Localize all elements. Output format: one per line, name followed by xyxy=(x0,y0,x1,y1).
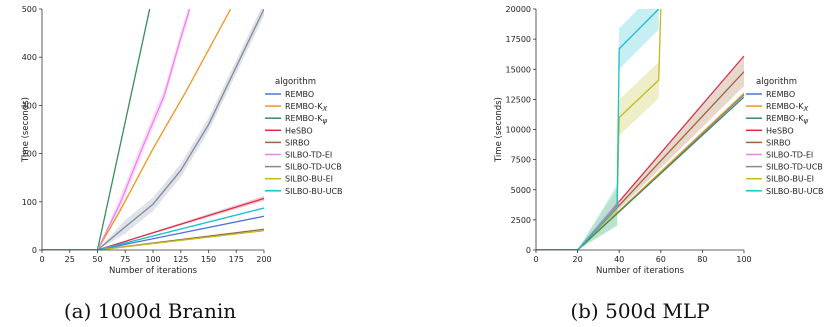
series-line-3 xyxy=(536,55,744,250)
x-tick-label-4: 100 xyxy=(145,255,160,264)
series-line-8 xyxy=(536,9,660,250)
legend-label-0: REMBO xyxy=(766,90,795,99)
y-axis-label: Time (seconds) xyxy=(21,97,31,163)
series-band-8 xyxy=(536,9,659,250)
legend-label-8: SILBO-BU-UCB xyxy=(285,187,343,196)
legend-label-2: REMBO-Kψ xyxy=(285,114,328,125)
x-tick-label-7: 175 xyxy=(229,255,244,264)
chart-1000d-branin: 0 25 50 75 100 125 150 175 200 0 100 200 300 400 500 Nu… xyxy=(21,5,343,323)
y-axis-label: Time (seconds) xyxy=(494,97,504,163)
y-tick-label-8: 20000 xyxy=(506,5,531,14)
legend-label-5: SILBO-TD-EI xyxy=(285,151,332,160)
y-tick-label-4: 400 xyxy=(22,53,37,62)
y-tick-label-5: 500 xyxy=(22,5,37,14)
series-line-4 xyxy=(42,228,264,250)
x-tick-label-0: 0 xyxy=(39,255,44,264)
series-line-7 xyxy=(42,230,264,250)
series-line-1 xyxy=(42,9,232,250)
series-line-1 xyxy=(536,92,744,250)
legend-label-7: SILBO-BU-EI xyxy=(766,175,814,184)
x-tick-label-1: 20 xyxy=(573,255,583,264)
legend-label-4: SIRBO xyxy=(285,138,310,147)
series-line-8 xyxy=(42,207,264,250)
x-tick-label-5: 100 xyxy=(736,255,751,264)
x-axis-label: Number of iterations xyxy=(596,266,685,276)
y-tick-label-4: 10000 xyxy=(506,126,531,135)
series-line-3 xyxy=(42,197,264,250)
legend-label-6: SILBO-TD-UCB xyxy=(766,163,823,172)
plot-area xyxy=(536,9,744,250)
y-tick-label-3: 7500 xyxy=(511,156,531,165)
legend-label-3: HeSBO xyxy=(285,126,313,135)
y-tick-label-7: 17500 xyxy=(506,35,531,44)
series-line-0 xyxy=(42,215,264,250)
series-line-6 xyxy=(42,9,264,250)
series-line-2 xyxy=(536,96,744,250)
x-tick-label-3: 60 xyxy=(656,255,666,264)
legend-label-8: SILBO-BU-UCB xyxy=(766,187,824,196)
y-tick-label-6: 15000 xyxy=(506,65,531,74)
y-tick-label-0: 0 xyxy=(32,246,37,255)
x-tick-label-4: 80 xyxy=(697,255,707,264)
series-line-2 xyxy=(42,9,151,250)
y-tick-label-1: 2500 xyxy=(511,216,531,225)
x-tick-label-0: 0 xyxy=(533,255,538,264)
legend-label-3: HeSBO xyxy=(766,126,794,135)
series-line-5 xyxy=(536,200,620,250)
y-tick-label-0: 0 xyxy=(526,246,531,255)
legend-label-1: REMBO-KX xyxy=(285,102,328,113)
y-tick-label-2: 5000 xyxy=(511,186,531,195)
legend-title: algorithm xyxy=(275,77,316,87)
x-axis-label: Number of iterations xyxy=(109,266,198,276)
y-tick-label-1: 100 xyxy=(22,198,37,207)
x-tick-label-2: 40 xyxy=(614,255,624,264)
x-tick-label-3: 75 xyxy=(120,255,130,264)
chart-caption: (b) 500d MLP xyxy=(570,299,709,323)
plot-area xyxy=(42,9,264,250)
legend-label-4: SIRBO xyxy=(766,138,791,147)
series-line-0 xyxy=(536,94,744,250)
y-tick-label-3: 300 xyxy=(22,101,37,110)
legend-label-0: REMBO xyxy=(285,90,314,99)
x-tick-label-8: 200 xyxy=(256,255,271,264)
legend-label-6: SILBO-TD-UCB xyxy=(285,163,342,172)
chart-500d-mlp: 0 20 40 60 80 100 0 2500 5000 7500 10000 12500 15000… xyxy=(494,5,824,323)
legend-label-5: SILBO-TD-EI xyxy=(766,151,813,160)
series-line-5 xyxy=(42,9,191,250)
y-tick-label-5: 12500 xyxy=(506,95,531,104)
legend-label-7: SILBO-BU-EI xyxy=(285,175,333,184)
chart-caption: (a) 1000d Branin xyxy=(64,299,236,323)
legend-label-1: REMBO-KX xyxy=(766,102,809,113)
legend-title: algorithm xyxy=(756,77,797,87)
x-tick-label-2: 50 xyxy=(92,255,102,264)
x-tick-label-5: 125 xyxy=(173,255,188,264)
x-tick-label-1: 25 xyxy=(65,255,75,264)
y-tick-label-2: 200 xyxy=(22,150,37,159)
series-line-4 xyxy=(536,71,744,250)
x-tick-label-6: 150 xyxy=(201,255,216,264)
legend-label-2: REMBO-Kψ xyxy=(766,114,809,125)
series-band-6 xyxy=(42,9,264,250)
